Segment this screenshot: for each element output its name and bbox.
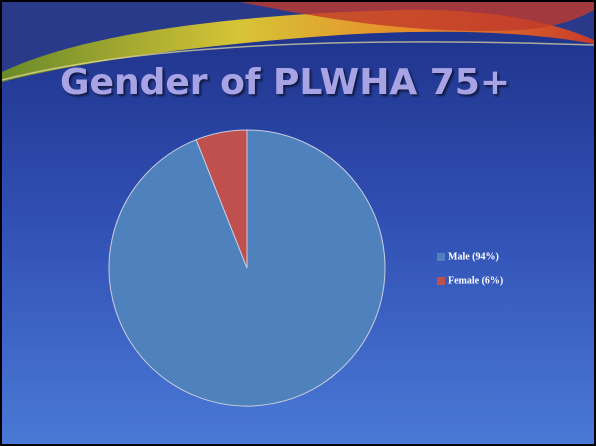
- legend-swatch: [437, 253, 445, 261]
- legend-swatch: [437, 277, 445, 285]
- chart-title: Gender of PLWHA 75+: [60, 62, 510, 103]
- legend-label: Female (6%): [448, 275, 503, 286]
- legend-label: Male (94%): [448, 251, 499, 262]
- slide: Gender of PLWHA 75+ Male (94%) Female (6%…: [0, 0, 596, 446]
- pie: [109, 130, 385, 406]
